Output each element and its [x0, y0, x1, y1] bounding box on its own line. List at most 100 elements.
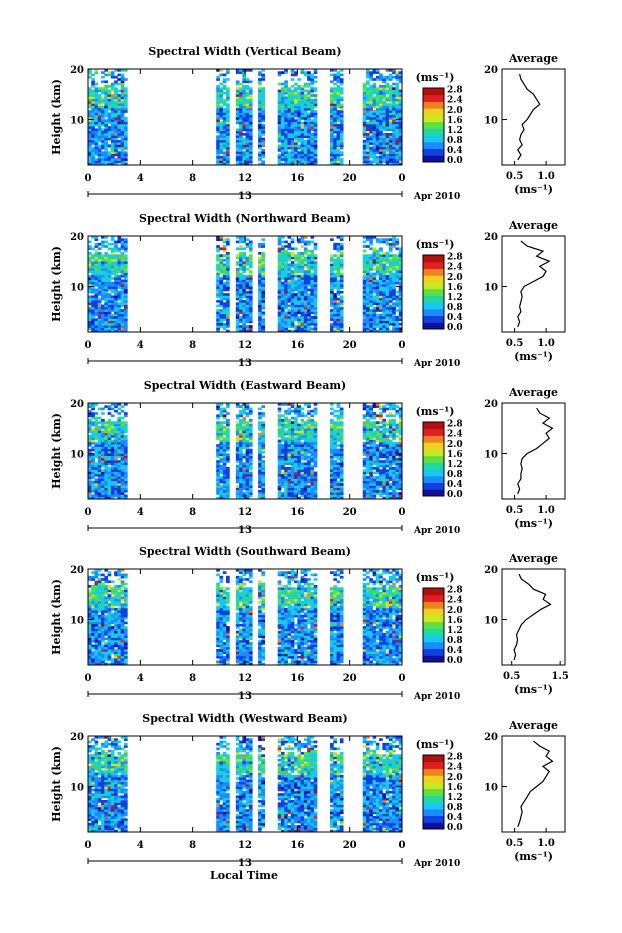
heatmap-cell	[95, 83, 99, 86]
heatmap-cell	[314, 142, 318, 145]
heatmap-cell	[121, 472, 125, 475]
heatmap-cell	[284, 419, 288, 422]
heatmap-cell	[395, 321, 399, 324]
heatmap-cell	[91, 474, 95, 477]
heatmap-cell	[307, 142, 311, 145]
heatmap-cell	[246, 467, 250, 470]
heatmap-cell	[333, 309, 337, 312]
heatmap-cell	[111, 291, 115, 294]
heatmap-cell	[392, 289, 396, 292]
heatmap-cell	[291, 108, 295, 111]
heatmap-cell	[88, 115, 92, 118]
heatmap-cell	[226, 94, 230, 97]
heatmap-cell	[226, 453, 230, 456]
heatmap-cell	[379, 151, 383, 154]
heatmap-cell	[101, 298, 105, 301]
heatmap-cell	[88, 71, 92, 74]
heatmap-cell	[239, 247, 243, 250]
heatmap-cell	[239, 268, 243, 271]
heatmap-cell	[294, 156, 298, 159]
heatmap-cell	[386, 316, 390, 319]
heatmap-cell	[297, 458, 301, 461]
heatmap-cell	[314, 128, 318, 131]
heatmap-cell	[104, 426, 108, 429]
heatmap-cell	[258, 465, 262, 468]
heatmap-cell	[304, 293, 308, 296]
heatmap-cell	[226, 131, 230, 134]
heatmap-cell	[236, 323, 240, 326]
heatmap-cell	[288, 147, 292, 150]
heatmap-cell	[297, 469, 301, 472]
heatmap-cell	[340, 112, 344, 115]
heatmap-cell	[297, 446, 301, 449]
heatmap-cell	[291, 314, 295, 317]
heatmap-cell	[95, 282, 99, 285]
heatmap-cell	[124, 446, 128, 449]
heatmap-cell	[216, 282, 220, 285]
heatmap-cell	[294, 103, 298, 106]
heatmap-cell	[104, 478, 108, 481]
heatmap-cell	[114, 106, 118, 109]
heatmap-cell	[386, 311, 390, 314]
heatmap-cell	[111, 321, 115, 324]
heatmap-cell	[294, 314, 298, 317]
heatmap-cell	[111, 462, 115, 465]
heatmap-cell	[382, 122, 386, 125]
heatmap-cell	[219, 160, 223, 163]
heatmap-cell	[395, 99, 399, 102]
heatmap-cell	[389, 275, 393, 278]
heatmap-cell	[281, 492, 285, 495]
heatmap-cell	[242, 476, 246, 479]
heatmap-cell	[288, 424, 292, 427]
heatmap-cell	[239, 449, 243, 452]
heatmap-cell	[219, 309, 223, 312]
heatmap-cell	[363, 241, 367, 244]
heatmap-cell	[121, 119, 125, 122]
heatmap-cell	[297, 151, 301, 154]
heatmap-cell	[111, 426, 115, 429]
heatmap-cell	[373, 85, 377, 88]
heatmap-cell	[310, 327, 314, 330]
heatmap-cell	[297, 268, 301, 271]
heatmap-cell	[363, 158, 367, 161]
heatmap-cell	[278, 440, 282, 443]
heatmap-cell	[389, 108, 393, 111]
heatmap-cell	[307, 467, 311, 470]
heatmap-cell	[91, 488, 95, 491]
heatmap-cell	[124, 279, 128, 282]
heatmap-cell	[114, 293, 118, 296]
heatmap-cell	[392, 154, 396, 157]
heatmap-cell	[379, 318, 383, 321]
heatmap-cell	[219, 426, 223, 429]
heatmap-cell	[373, 300, 377, 303]
heatmap-cell	[382, 270, 386, 273]
heatmap-cell	[392, 305, 396, 308]
heatmap-cell	[242, 108, 246, 111]
heatmap-cell	[88, 128, 92, 131]
heatmap-cell	[288, 96, 292, 99]
heatmap-cell	[294, 476, 298, 479]
heatmap-cell	[104, 138, 108, 141]
heatmap-cell	[219, 428, 223, 431]
heatmap-cell	[376, 101, 380, 104]
heatmap-cell	[288, 90, 292, 93]
heatmap-cell	[392, 273, 396, 276]
heatmap-cell	[281, 444, 285, 447]
heatmap-cell	[226, 254, 230, 257]
heatmap-cell	[219, 323, 223, 326]
heatmap-cell	[216, 92, 220, 95]
heatmap-cell	[369, 316, 373, 319]
heatmap-cell	[386, 318, 390, 321]
heatmap-cell	[226, 446, 230, 449]
heatmap-cell	[379, 314, 383, 317]
heatmap-cell	[111, 71, 115, 74]
heatmap-cell	[337, 273, 341, 276]
heatmap-cell	[284, 266, 288, 269]
heatmap-cell	[236, 327, 240, 330]
heatmap-cell	[226, 286, 230, 289]
heatmap-cell	[114, 302, 118, 305]
heatmap-cell	[337, 80, 341, 83]
heatmap-cell	[124, 321, 128, 324]
heatmap-cell	[111, 295, 115, 298]
heatmap-cell	[249, 453, 253, 456]
